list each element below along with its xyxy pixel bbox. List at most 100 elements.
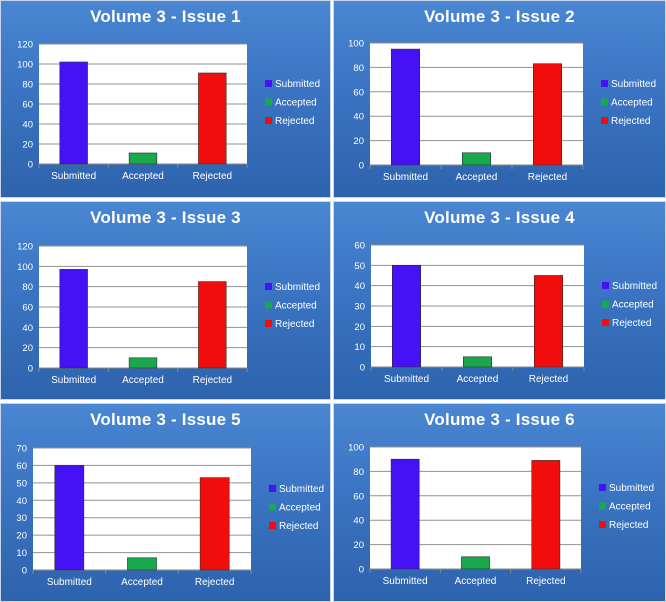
- bar-chart: 0 20 40 60 80 100 Submitted Accepted Rejected Sub…: [348, 443, 654, 588]
- y-tick-label: 20: [354, 322, 365, 333]
- y-tick-label: 40: [22, 120, 33, 131]
- y-tick-label: 0: [28, 364, 33, 375]
- legend-swatch: [269, 503, 276, 511]
- y-tick-label: 20: [353, 136, 364, 147]
- legend-swatch: [265, 117, 272, 124]
- bar-accepted: [462, 152, 492, 166]
- y-tick-label: 60: [353, 491, 364, 502]
- bar-chart: 0 10 20 30 40 50 60 70 Submitted Accepted Rejected…: [16, 444, 324, 589]
- chart-panel-issue-5: Volume 3 - Issue 5 0 10 20 30 40 50 60 70 Submit…: [0, 403, 331, 602]
- bar-submitted: [390, 458, 420, 570]
- bar-submitted: [391, 265, 421, 368]
- y-tick-label: 0: [359, 161, 364, 172]
- legend-swatch: [601, 80, 608, 87]
- y-tick-label: 20: [22, 140, 33, 151]
- legend-swatch: [602, 319, 609, 326]
- x-tick-label: Rejected: [195, 577, 234, 588]
- y-tick-label: 100: [17, 262, 33, 273]
- x-tick-label: Rejected: [528, 172, 567, 183]
- chart-title: Volume 3 - Issue 1: [90, 7, 241, 26]
- bar-rejected: [198, 72, 227, 165]
- legend-swatch: [269, 522, 276, 529]
- legend-label: Rejected: [609, 520, 648, 531]
- legend-label: Accepted: [279, 503, 321, 514]
- bar-submitted: [59, 61, 88, 165]
- legend-swatch: [599, 484, 606, 491]
- y-tick-label: 50: [354, 261, 365, 272]
- legend-swatch: [265, 80, 272, 87]
- legend-label: Accepted: [612, 300, 654, 311]
- y-tick-label: 40: [22, 323, 33, 334]
- y-tick-label: 120: [17, 242, 33, 253]
- y-tick-label: 100: [348, 443, 364, 454]
- chart-panel-issue-6: Volume 3 - Issue 6 0 20 40 60 80 100 Submitted…: [333, 403, 666, 602]
- bar-chart: 0 20 40 60 80 100 120 Submitted Accepted Rejected…: [17, 242, 320, 387]
- x-tick-label: Accepted: [121, 577, 163, 588]
- y-tick-label: 100: [17, 60, 33, 71]
- legend-swatch: [599, 502, 606, 510]
- y-tick-label: 60: [22, 100, 33, 111]
- x-tick-label: Rejected: [526, 576, 565, 587]
- legend-label: Rejected: [275, 319, 314, 330]
- legend-label: Rejected: [275, 116, 314, 127]
- x-tick-label: Submitted: [51, 171, 96, 182]
- y-tick-label: 0: [360, 363, 365, 374]
- y-tick-label: 60: [354, 241, 365, 252]
- y-tick-label: 70: [16, 444, 27, 455]
- chart-title: Volume 3 - Issue 5: [90, 410, 241, 429]
- x-tick-label: Accepted: [122, 375, 164, 386]
- x-tick-label: Accepted: [457, 374, 499, 385]
- legend-label: Rejected: [279, 521, 318, 532]
- bar-rejected: [531, 460, 561, 570]
- y-tick-label: 80: [353, 467, 364, 478]
- bar-rejected: [533, 63, 563, 166]
- legend-label: Submitted: [279, 484, 324, 495]
- legend-label: Submitted: [275, 282, 320, 293]
- x-tick-label: Submitted: [383, 576, 428, 587]
- legend-label: Rejected: [611, 116, 650, 127]
- x-tick-label: Rejected: [193, 171, 232, 182]
- y-tick-label: 60: [16, 461, 27, 472]
- y-tick-label: 30: [16, 513, 27, 524]
- y-tick-label: 40: [353, 112, 364, 123]
- y-tick-label: 60: [22, 303, 33, 314]
- y-tick-label: 0: [28, 160, 33, 171]
- legend-label: Submitted: [275, 79, 320, 90]
- legend-swatch: [265, 283, 272, 290]
- x-tick-label: Accepted: [455, 576, 497, 587]
- bar-accepted: [128, 152, 158, 165]
- legend-swatch: [269, 485, 276, 492]
- x-tick-label: Accepted: [122, 171, 164, 182]
- x-tick-label: Accepted: [456, 172, 498, 183]
- bar-chart: 0 20 40 60 80 100 120 Submitted Accepted Rejected…: [17, 40, 320, 183]
- bar-accepted: [461, 556, 490, 570]
- y-tick-label: 60: [353, 87, 364, 98]
- legend-label: Accepted: [275, 301, 317, 312]
- y-tick-label: 40: [16, 496, 27, 507]
- bar-submitted: [390, 48, 420, 166]
- y-tick-label: 20: [22, 343, 33, 354]
- y-tick-label: 0: [359, 565, 364, 576]
- y-tick-label: 120: [17, 40, 33, 51]
- legend-label: Submitted: [609, 483, 654, 494]
- bar-rejected: [199, 477, 230, 571]
- bar-rejected: [198, 281, 227, 369]
- chart-panel-issue-2: Volume 3 - Issue 2 0 20 40 60 80 100 Submitted…: [333, 0, 666, 198]
- y-tick-label: 80: [22, 80, 33, 91]
- bar-submitted: [54, 465, 85, 571]
- legend-label: Submitted: [611, 79, 656, 90]
- chart-panel-issue-4: Volume 3 - Issue 4 0 10 20 30 40 50 60 Submitte…: [333, 201, 666, 400]
- legend-label: Accepted: [611, 98, 653, 109]
- legend-swatch: [265, 320, 272, 327]
- y-tick-label: 0: [22, 566, 27, 577]
- legend-swatch: [601, 98, 608, 106]
- legend-label: Accepted: [275, 98, 317, 109]
- chart-title: Volume 3 - Issue 4: [424, 208, 575, 227]
- legend-swatch: [265, 98, 272, 106]
- legend-swatch: [602, 300, 609, 308]
- y-tick-label: 20: [353, 540, 364, 551]
- bar-submitted: [59, 269, 88, 369]
- x-tick-label: Submitted: [384, 374, 429, 385]
- legend-label: Rejected: [612, 318, 651, 329]
- x-tick-label: Rejected: [193, 375, 232, 386]
